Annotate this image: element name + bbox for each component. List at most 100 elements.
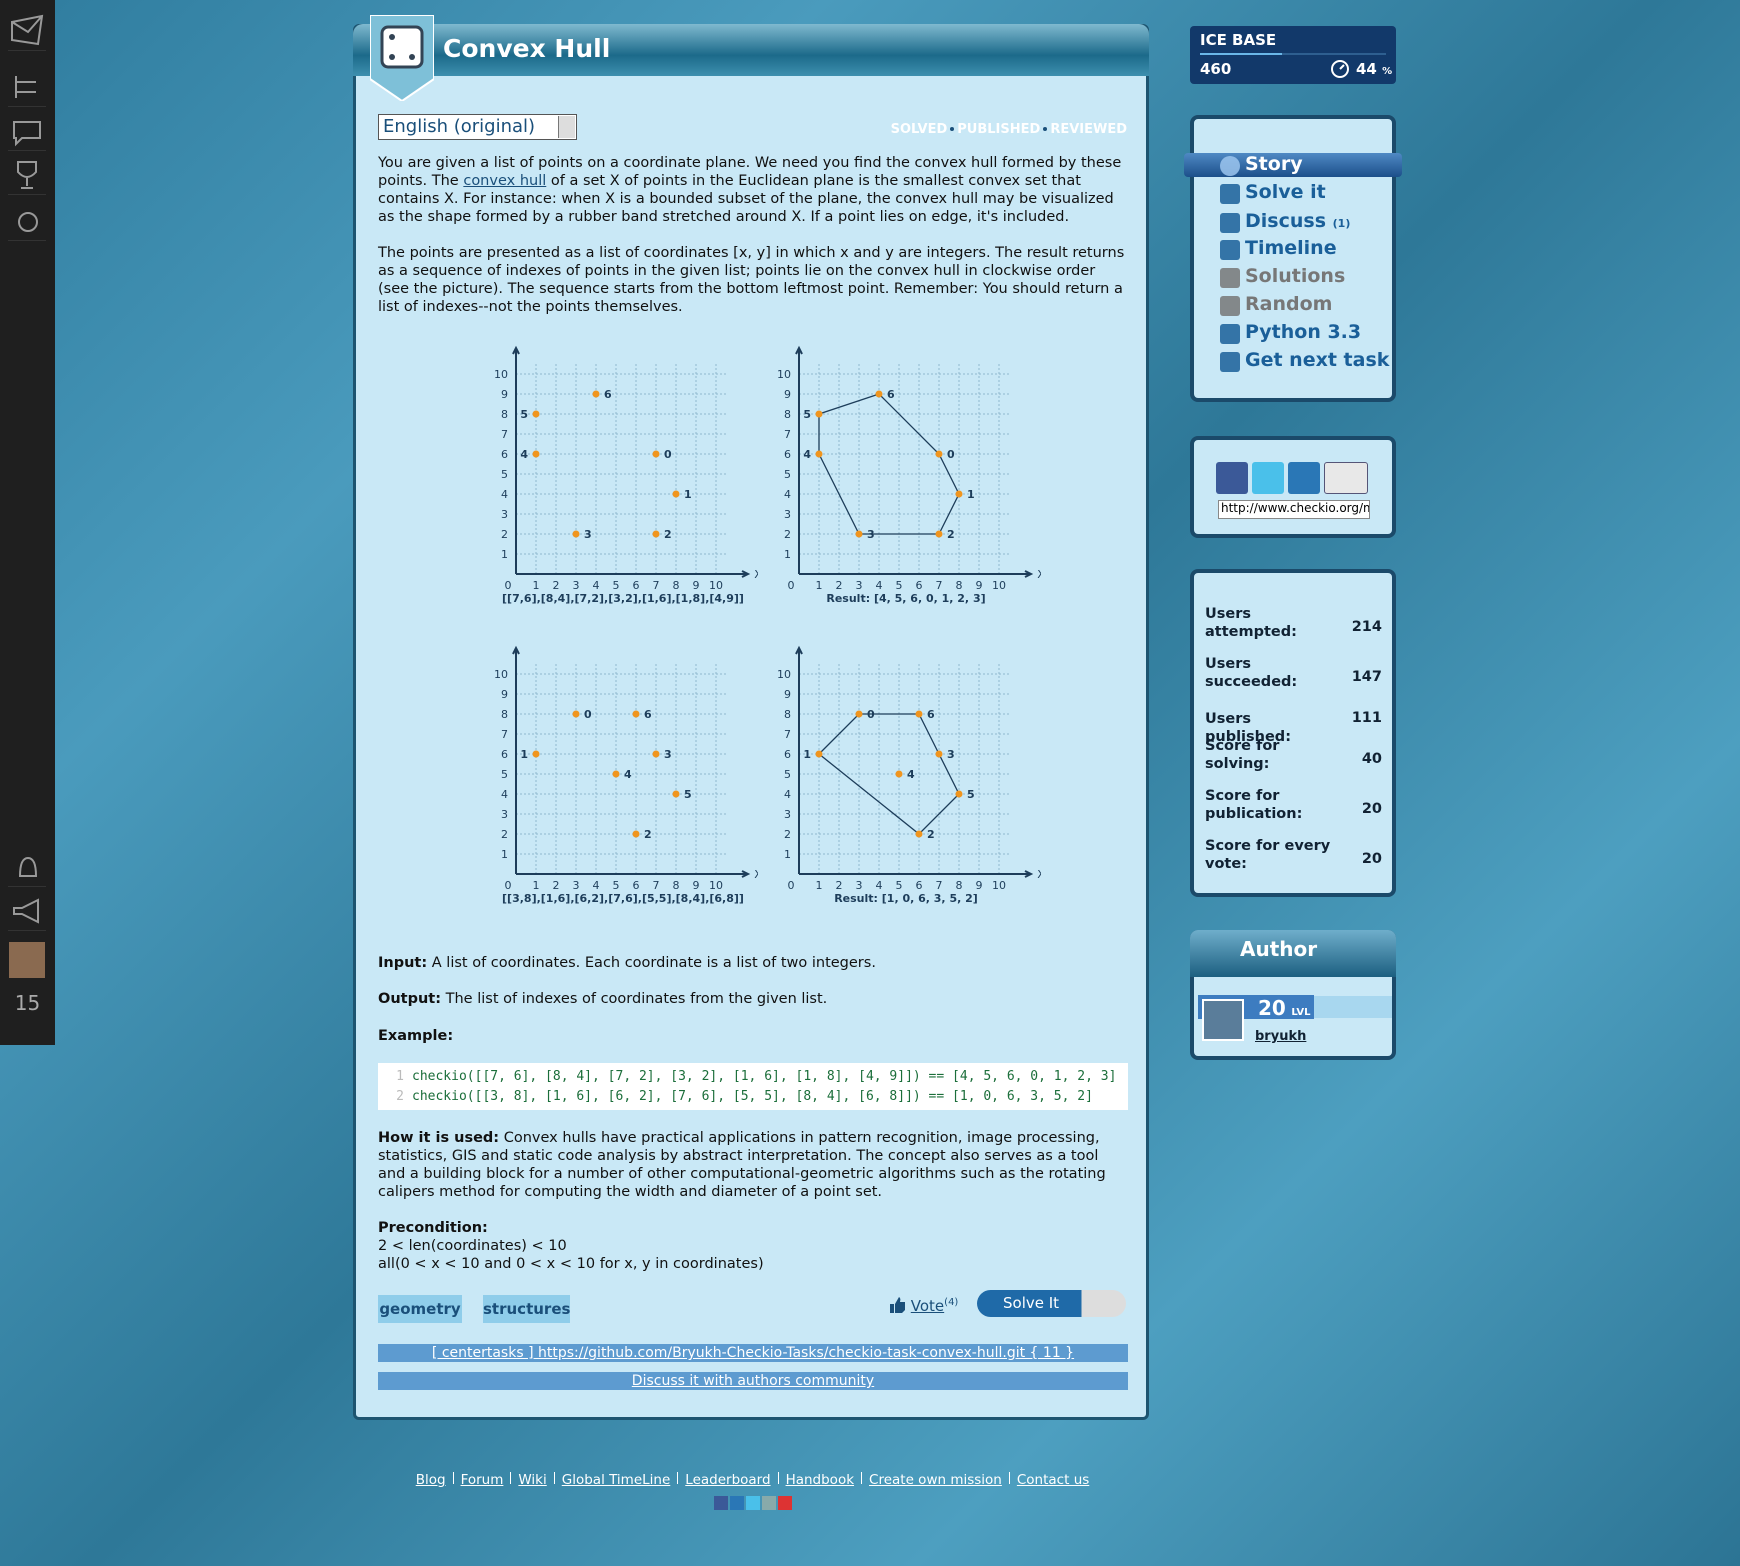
gauge-icon: [1331, 60, 1349, 78]
convex-hull-link[interactable]: convex hull: [463, 173, 547, 189]
share-box: http://www.checkio.org/mi: [1190, 436, 1396, 538]
footer-link[interactable]: Forum: [460, 1472, 504, 1488]
point-label: 0: [664, 448, 672, 461]
y-tick-label: 4: [784, 488, 791, 501]
y-tick-label: 5: [784, 468, 791, 481]
footer-link[interactable]: Global TimeLine: [561, 1472, 671, 1488]
twitter-button[interactable]: [1252, 462, 1284, 494]
icon[interactable]: [745, 1496, 760, 1510]
stat-value: 20: [1361, 801, 1382, 817]
icon[interactable]: [729, 1496, 744, 1510]
x-tick-label: 3: [573, 879, 580, 892]
vote[interactable]: Vote(4): [888, 1296, 958, 1315]
point: [632, 830, 640, 838]
x-tick-label: 8: [956, 879, 963, 892]
point: [955, 490, 963, 498]
x-tick-label: 3: [856, 579, 863, 592]
point: [532, 410, 540, 418]
point-label: 6: [927, 708, 935, 721]
y-tick-label: 6: [784, 748, 791, 761]
y-tick-label: 7: [501, 428, 508, 441]
icon[interactable]: [713, 1496, 728, 1510]
bell-icon[interactable]: [8, 848, 46, 887]
y-tick-label: 7: [784, 728, 791, 741]
gplus-button[interactable]: [1324, 462, 1368, 494]
author-name[interactable]: bryukh: [1255, 1029, 1307, 1044]
point: [915, 830, 923, 838]
precondition-section: Precondition: 2 < len(coordinates) < 10 al…: [378, 1219, 1128, 1273]
menu-item[interactable]: Discuss (1): [1245, 210, 1350, 232]
share-url[interactable]: http://www.checkio.org/mi: [1218, 500, 1370, 519]
y-tick-label: 4: [501, 488, 508, 501]
task-title: Convex Hull: [443, 34, 611, 63]
x-tick-label: 2: [553, 879, 560, 892]
y-tick-label: 10: [494, 668, 508, 681]
menu-icon: [1220, 156, 1240, 176]
megaphone-icon[interactable]: [8, 892, 46, 931]
map-icon: [8, 76, 46, 107]
menu-item[interactable]: Solve it: [1245, 181, 1326, 203]
x-tick-label: 10: [709, 879, 723, 892]
menu-item[interactable]: Solutions: [1245, 265, 1345, 287]
point: [815, 450, 823, 458]
user-avatar[interactable]: [9, 942, 45, 978]
menu-item[interactable]: Story: [1245, 153, 1303, 175]
tag[interactable]: geometry: [378, 1295, 462, 1323]
linkedin-button[interactable]: [1288, 462, 1320, 494]
author-avatar[interactable]: [1202, 999, 1244, 1041]
point: [955, 790, 963, 798]
footer-link[interactable]: Create own mission: [869, 1472, 1002, 1488]
y-tick-label: 2: [501, 828, 508, 841]
footer-link[interactable]: Blog: [415, 1472, 446, 1488]
footer-link[interactable]: Handbook: [785, 1472, 855, 1488]
y-tick-label: 9: [501, 688, 508, 701]
point-label: 2: [947, 528, 955, 541]
menu-count: (1): [1332, 217, 1351, 230]
solve-button[interactable]: Solve It: [977, 1290, 1126, 1317]
y-tick-label: 2: [784, 528, 791, 541]
task-panel: [353, 24, 1149, 1420]
stat-label: Users published:: [1205, 711, 1291, 745]
point: [935, 450, 943, 458]
menu-item[interactable]: Random: [1245, 293, 1332, 315]
ice-points: 460: [1200, 60, 1232, 78]
tag[interactable]: structures: [483, 1295, 570, 1323]
footer-link[interactable]: Leaderboard: [685, 1472, 771, 1488]
ice-base-label: ICE BASE: [1200, 31, 1277, 49]
status-solved: SOLVED: [890, 122, 948, 137]
menu-icon: [1220, 296, 1240, 316]
author-header: [1190, 930, 1396, 977]
x-tick-label: 9: [976, 579, 983, 592]
menu-item[interactable]: Get next task: [1245, 349, 1389, 371]
icon[interactable]: [777, 1496, 792, 1510]
point: [612, 770, 620, 778]
x-axis-label: X: [1037, 868, 1041, 881]
x-tick-label: 6: [916, 879, 923, 892]
figure: 01122334455667788991010XY0123456Result: …: [777, 638, 1041, 905]
menu-item[interactable]: Timeline: [1245, 237, 1337, 259]
stat-value: 214: [1351, 619, 1382, 635]
language-select[interactable]: English (original): [378, 114, 577, 140]
text: Convex hulls have practical applications…: [378, 1130, 1106, 1200]
figure-caption: [[7,6],[8,4],[7,2],[3,2],[1,6],[1,8],[4,…: [502, 592, 744, 605]
icon[interactable]: [761, 1496, 776, 1510]
y-tick-label: 6: [501, 448, 508, 461]
task-badge: [370, 15, 434, 101]
repo-link[interactable]: [ centertasks ] https://github.com/Bryuk…: [378, 1344, 1128, 1362]
discuss-link[interactable]: Discuss it with authors community: [378, 1372, 1128, 1390]
point: [815, 410, 823, 418]
y-tick-label: 10: [777, 668, 791, 681]
label: Output:: [378, 991, 442, 1007]
y-tick-label: 10: [777, 368, 791, 381]
footer-link[interactable]: Contact us: [1016, 1472, 1090, 1488]
menu-item[interactable]: Python 3.3: [1245, 321, 1361, 343]
x-tick-label: 9: [693, 879, 700, 892]
stat-label: Score for publication:: [1205, 788, 1303, 822]
figure: 01122334455667788991010XY0123456Result: …: [777, 338, 1041, 605]
gear-icon: [8, 212, 46, 241]
footer-link[interactable]: Wiki: [518, 1472, 547, 1488]
footer-icons: [0, 1496, 1505, 1514]
facebook-button[interactable]: [1216, 462, 1248, 494]
vote-link[interactable]: Vote: [910, 1297, 945, 1315]
input-section: Input: A list of coordinates. Each coord…: [378, 954, 1128, 972]
